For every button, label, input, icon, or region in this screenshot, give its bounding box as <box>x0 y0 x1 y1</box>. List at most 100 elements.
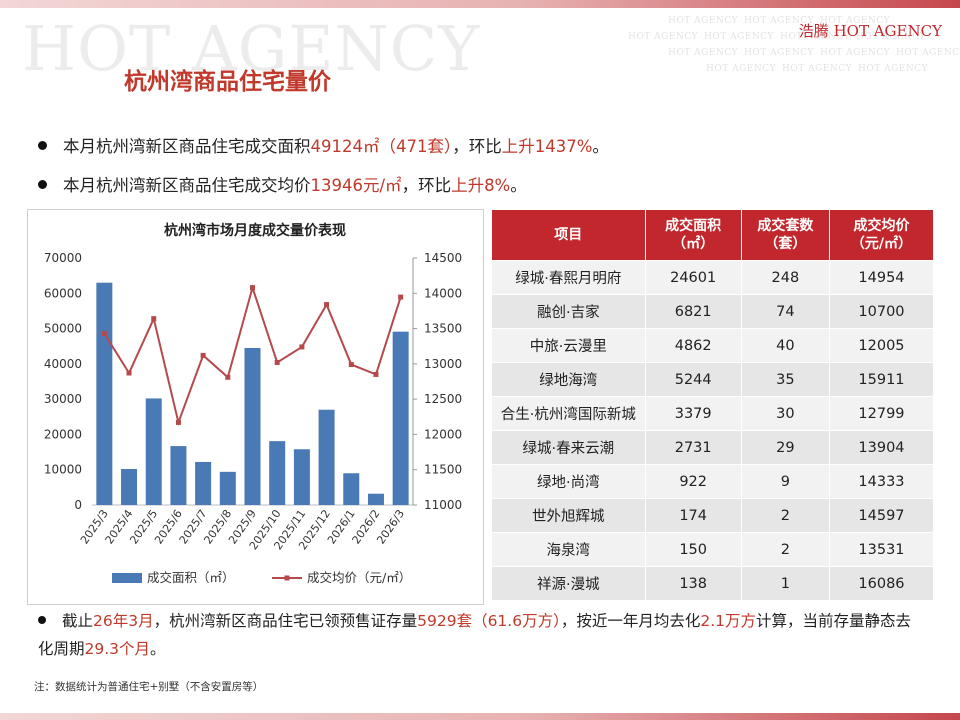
cell-units: 2 <box>740 498 830 533</box>
watermark-text: HOT AGENCY <box>856 32 927 42</box>
cell-price: 12799 <box>828 396 935 431</box>
legend-line-label: 成交均价（元/㎡） <box>307 570 411 585</box>
cell-area: 24601 <box>644 260 742 295</box>
cell-area: 6821 <box>644 294 742 329</box>
bar <box>244 347 261 505</box>
highlight-value: 5929套（61.6万方） <box>417 612 561 630</box>
y-right-tick-label: 13000 <box>424 357 462 371</box>
table-row: 海泉湾 150 2 13531 <box>491 532 935 567</box>
cell-units: 35 <box>740 362 830 397</box>
bar <box>219 471 236 505</box>
y-right-tick-label: 12500 <box>424 392 462 406</box>
price-point <box>200 352 206 358</box>
watermark-text: HOT AGENCY <box>780 32 851 42</box>
table-row: 绿城·春来云潮 2731 29 13904 <box>491 430 935 465</box>
bullet-text-segment: 。 <box>510 176 527 195</box>
volume-price-chart: 杭州湾市场月度成交量价表现 0 10000 20000 30000 40000 50000 6… <box>44 222 462 585</box>
bar <box>392 331 409 505</box>
table-header-row: 项目 成交面积 （㎡） 成交套数 （套） 成交均价 （元/㎡） <box>491 209 935 261</box>
y-left-tick-label: 40000 <box>44 357 82 371</box>
bar <box>318 409 335 505</box>
table-row: 绿城·春熙月明府 24601 248 14954 <box>491 260 935 295</box>
watermark-text: HOT AGENCY <box>628 32 699 42</box>
cell-project: 世外旭辉城 <box>491 498 646 533</box>
price-point <box>151 316 157 322</box>
legend-bar-swatch <box>112 573 142 583</box>
cell-project: 绿城·春熙月明府 <box>491 260 646 295</box>
watermark-text: HOT AGENCY <box>668 16 739 26</box>
cell-units: 40 <box>740 328 830 363</box>
highlight-value: 13946元/㎡ <box>310 176 402 195</box>
y-right-tick-label: 14000 <box>424 286 462 300</box>
cell-area: 138 <box>644 566 742 601</box>
table-row: 融创·吉家 6821 74 10700 <box>491 294 935 329</box>
table-row: 世外旭辉城 174 2 14597 <box>491 498 935 533</box>
watermark-text: HOT AGENCY <box>704 32 775 42</box>
chart-title: 杭州湾市场月度成交量价表现 <box>164 222 346 239</box>
cell-units: 30 <box>740 396 830 431</box>
y-right-tick-label: 12000 <box>424 427 462 441</box>
header-units: 成交套数 （套） <box>740 209 830 261</box>
price-point <box>175 419 181 425</box>
cell-price: 10700 <box>828 294 935 329</box>
highlight-value: 26年3月 <box>93 612 154 630</box>
price-point <box>101 331 107 337</box>
cell-area: 3379 <box>644 396 742 431</box>
bar <box>195 461 212 505</box>
cell-price: 14333 <box>828 464 935 499</box>
bullet-price-summary: 本月杭州湾新区商品住宅成交均价13946元/㎡，环比上升8%。 <box>38 172 527 196</box>
brand-logo: 浩腾 HOT AGENCY <box>798 22 942 40</box>
bar <box>121 469 138 505</box>
table-row: 中旅·云漫里 4862 40 12005 <box>491 328 935 363</box>
bullet-dot <box>38 141 47 150</box>
legend-line-marker <box>284 575 290 581</box>
table-row: 绿地海湾 5244 35 15911 <box>491 362 935 397</box>
y-left-tick-label: 70000 <box>44 251 82 265</box>
highlight-value: 49124㎡（471套） <box>310 137 453 156</box>
price-point <box>299 344 305 350</box>
cell-units: 1 <box>740 566 830 601</box>
cell-area: 174 <box>644 498 742 533</box>
cell-price: 13904 <box>828 430 935 465</box>
watermark-logo: HOT AGENCY <box>22 12 481 85</box>
bar <box>145 398 162 505</box>
y-right-tick-label: 14500 <box>424 251 462 265</box>
bar <box>367 493 384 505</box>
bullet-text-segment: 截止 <box>62 612 94 630</box>
cell-units: 29 <box>740 430 830 465</box>
cell-area: 150 <box>644 532 742 567</box>
watermark-text: HOT AGENCY <box>744 16 815 26</box>
bar <box>293 449 310 505</box>
header-area: 成交面积 （㎡） <box>644 209 742 261</box>
highlight-value: 上升1437% <box>501 137 593 156</box>
price-point <box>250 285 255 291</box>
top-decor-band <box>0 0 960 8</box>
watermark-text: HOT AGENCY <box>782 64 853 74</box>
price-point <box>348 362 354 368</box>
cell-units: 248 <box>740 260 830 295</box>
watermark-text: HOT AGENCY <box>744 48 815 58</box>
bullet-text-segment: 。 <box>150 640 166 658</box>
y-left-tick-label: 10000 <box>44 463 82 477</box>
price-point <box>398 294 404 300</box>
watermark-text: HOT AGENCY <box>858 64 929 74</box>
bullet-text-segment: ，杭州湾新区商品住宅已领预售证存量 <box>153 612 418 630</box>
y-left-tick-label: 30000 <box>44 392 82 406</box>
y-left-tick-label: 60000 <box>44 286 82 300</box>
footnote: 注：数据统计为普通住宅+别墅（不含安置房等） <box>34 681 264 693</box>
bullet-dot <box>38 615 46 624</box>
cell-project: 绿地·尚湾 <box>491 464 646 499</box>
bullet-text-segment: ，环比 <box>401 176 452 195</box>
chart-panel: 杭州湾市场月度成交量价表现 0 10000 20000 30000 40000 50000 6… <box>27 209 484 605</box>
watermark-text: HOT AGENCY <box>820 48 891 58</box>
watermark-text: HOT AGENCY <box>820 16 891 26</box>
bullet-area-summary: 本月杭州湾新区商品住宅成交面积49124㎡（471套），环比上升1437%。 <box>38 133 609 157</box>
cell-price: 16086 <box>828 566 935 601</box>
cell-project: 中旅·云漫里 <box>491 328 646 363</box>
bar <box>170 446 187 505</box>
y-left-tick-label: 20000 <box>44 427 82 441</box>
table-row: 祥源·漫城 138 1 16086 <box>491 566 935 601</box>
cell-price: 12005 <box>828 328 935 363</box>
bullet-text-segment: 本月杭州湾新区商品住宅成交均价 <box>63 176 311 195</box>
bullet-text-segment: ，环比 <box>452 137 502 156</box>
